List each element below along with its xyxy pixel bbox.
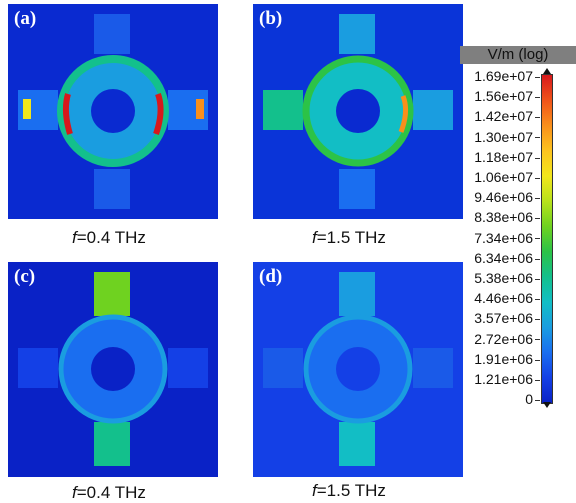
field-map-d: [253, 262, 463, 477]
caption-c-text: =0.4 THz: [76, 483, 146, 502]
colorbar-tick-label: 0: [525, 391, 540, 407]
colorbar-tick-label: 7.34e+06: [474, 230, 540, 246]
colorbar-tick-label: 1.91e+06: [474, 351, 540, 367]
colorbar-tick-label: 1.06e+07: [474, 169, 540, 185]
colorbar-tick-label: 5.38e+06: [474, 270, 540, 286]
panel-label-a: (a): [14, 8, 37, 29]
colorbar-min-arrow-icon: [543, 402, 551, 408]
colorbar-tick-label: 6.34e+06: [474, 250, 540, 266]
colorbar-max-arrow-icon: [543, 68, 551, 74]
caption-b-var: f: [312, 228, 317, 247]
panel-a: (a): [8, 4, 218, 219]
colorbar-tick-label: 9.46e+06: [474, 189, 540, 205]
panel-label-d: (d): [259, 266, 283, 287]
caption-c-var: f: [72, 483, 77, 502]
caption-d-var: f: [312, 481, 317, 500]
caption-b-text: =1.5 THz: [316, 228, 386, 247]
caption-c: f=0.4 THz: [72, 483, 146, 503]
caption-a: f=0.4 THz: [72, 228, 146, 248]
field-map-a: [8, 4, 218, 219]
panel-label-c: (c): [14, 266, 36, 287]
colorbar-tick-label: 1.69e+07: [474, 68, 540, 84]
caption-b: f=1.5 THz: [312, 228, 386, 248]
caption-d: f=1.5 THz: [312, 481, 386, 501]
caption-d-text: =1.5 THz: [316, 481, 386, 500]
colorbar-tick-label: 2.72e+06: [474, 331, 540, 347]
caption-a-text: =0.4 THz: [76, 228, 146, 247]
colorbar-tick-label: 1.18e+07: [474, 149, 540, 165]
colorbar-tick-label: 1.56e+07: [474, 88, 540, 104]
caption-a-var: f: [72, 228, 77, 247]
colorbar-tick-label: 8.38e+06: [474, 209, 540, 225]
colorbar-tick-label: 1.30e+07: [474, 129, 540, 145]
colorbar-title: V/m (log): [460, 46, 576, 64]
field-map-c: [8, 262, 218, 477]
panel-label-b: (b): [259, 8, 283, 29]
colorbar-tick-label: 1.21e+06: [474, 371, 540, 387]
colorbar-tick-label: 4.46e+06: [474, 290, 540, 306]
colorbar-tick-label: 1.42e+07: [474, 108, 540, 124]
panel-d: (d): [253, 262, 463, 477]
panel-c: (c): [8, 262, 218, 477]
panel-b: (b): [253, 4, 463, 219]
field-map-b: [253, 4, 463, 219]
colorbar: [541, 74, 553, 404]
colorbar-tick-label: 3.57e+06: [474, 310, 540, 326]
